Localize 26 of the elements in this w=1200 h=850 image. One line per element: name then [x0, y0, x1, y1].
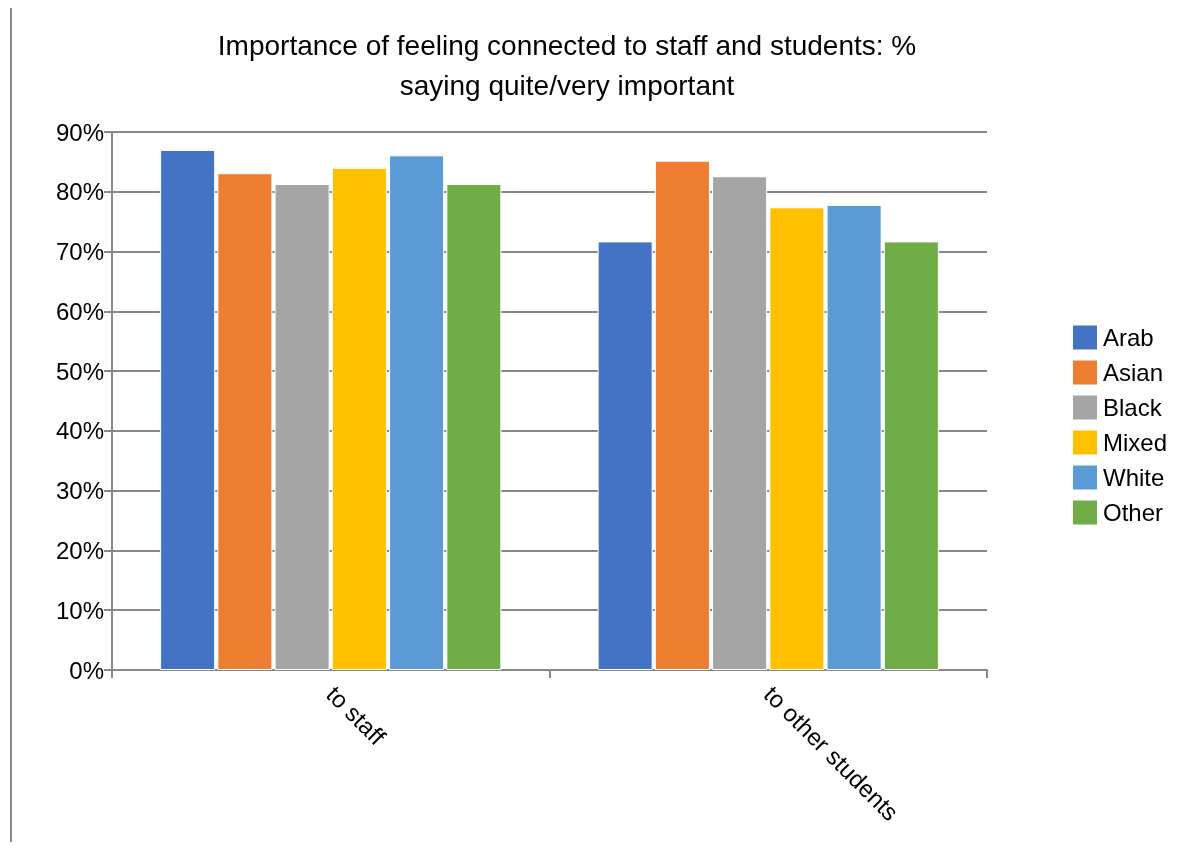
legend-label: Other: [1102, 499, 1164, 526]
bar: [446, 184, 502, 670]
bar: [883, 241, 939, 670]
y-tick-label: 90%: [55, 118, 104, 146]
legend-label: Black: [1102, 394, 1163, 421]
legend-label: Asian: [1102, 359, 1164, 386]
y-tick-label: 70%: [55, 238, 104, 266]
bar: [654, 160, 710, 670]
legend-label: Mixed: [1102, 429, 1168, 456]
y-tick-label: 30%: [55, 477, 104, 505]
chart-title: Importance of feeling connected to staff and students: % saying quite/very important: [217, 29, 917, 101]
y-tick-label: 50%: [55, 357, 104, 385]
bar: [389, 155, 445, 670]
y-tick-label: 0%: [69, 656, 104, 684]
y-tick-label: 40%: [55, 417, 104, 445]
y-tick-label: 80%: [55, 178, 104, 206]
y-tick-label: 60%: [55, 297, 104, 325]
bar: [331, 167, 387, 670]
y-tick-label: 20%: [55, 536, 104, 564]
x-tick-label: to staff: [321, 680, 392, 751]
bar: [160, 149, 216, 670]
legend-label: Arab: [1102, 324, 1154, 351]
bar: [597, 241, 653, 670]
bar: [712, 176, 768, 670]
legend-label: White: [1102, 464, 1165, 491]
y-tick-label: 10%: [55, 596, 104, 624]
